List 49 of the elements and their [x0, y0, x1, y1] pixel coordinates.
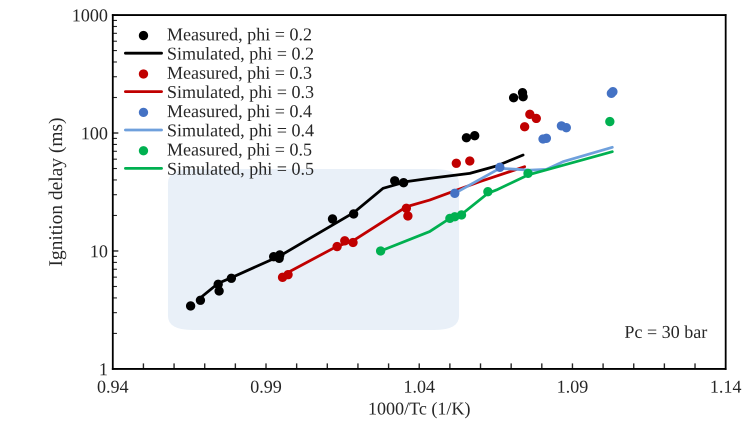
point	[523, 168, 533, 178]
x-tick-label: 1.04	[405, 380, 435, 393]
point	[214, 286, 224, 296]
x-tick-label: 1.09	[558, 380, 588, 393]
point	[186, 301, 196, 311]
x-tick-label: 1.14	[711, 380, 742, 393]
legend-label: Measured, phi = 0.3	[167, 66, 312, 83]
point	[450, 188, 460, 198]
point	[328, 214, 338, 224]
point	[398, 178, 408, 188]
x-tick-label: 0.99	[250, 380, 282, 393]
point	[562, 123, 571, 132]
point	[465, 156, 474, 166]
point	[196, 296, 206, 305]
point	[462, 133, 472, 142]
legend-label: Simulated, phi = 0.4	[168, 124, 314, 140]
point	[340, 236, 350, 246]
x-axis-title: 1000/Tc (1/K)	[370, 402, 470, 418]
y-tick-label: 10	[91, 245, 108, 258]
point	[390, 176, 400, 186]
y-tick-label: 100	[82, 127, 108, 140]
point	[376, 246, 386, 256]
legend-label: Simulated, phi = 0.2	[168, 46, 314, 64]
y-axis-title: Ignition delay (ms)	[48, 118, 66, 266]
legend-label: Simulated, phi = 0.3	[168, 85, 314, 102]
point	[483, 187, 493, 196]
point	[470, 131, 480, 140]
point	[283, 270, 293, 280]
point	[226, 274, 236, 283]
legend-label: Measured, phi = 0.4	[167, 104, 312, 121]
point	[452, 158, 461, 168]
point	[508, 93, 518, 102]
y-tick-label: 1	[100, 363, 107, 376]
point	[348, 238, 358, 248]
point	[402, 204, 412, 213]
point	[605, 116, 614, 126]
annotation: Pc = 30 bar	[624, 325, 708, 338]
point	[348, 209, 358, 219]
legend-label: Simulated, phi = 0.5	[168, 162, 314, 179]
y-tick-label: 1000	[73, 9, 108, 22]
point	[456, 210, 466, 220]
legend-label: Measured, phi = 0.5	[167, 142, 312, 160]
point	[532, 114, 541, 124]
point	[495, 162, 504, 172]
x-tick-label: 0.94	[98, 380, 128, 393]
legend-label: Measured, phi = 0.2	[167, 28, 312, 44]
point	[520, 122, 530, 132]
point	[403, 211, 413, 221]
point	[332, 242, 342, 252]
